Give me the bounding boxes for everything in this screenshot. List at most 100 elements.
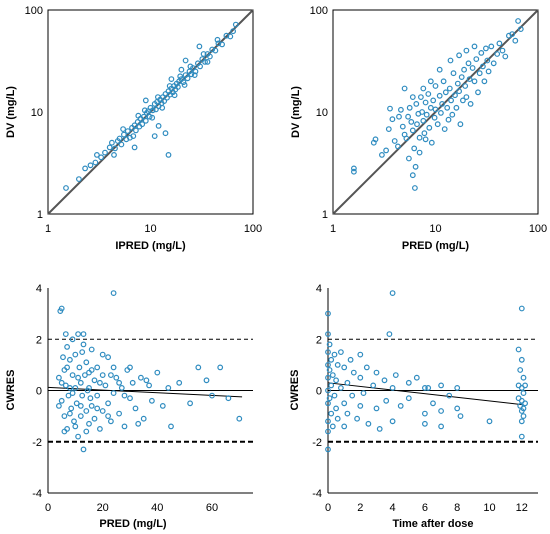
data-point [436, 92, 443, 99]
data-point [341, 400, 348, 407]
data-point [420, 117, 427, 124]
data-point [56, 403, 62, 409]
data-point [116, 135, 123, 142]
data-point [80, 341, 87, 348]
data-point [120, 131, 127, 138]
data-point [440, 78, 447, 85]
data-point [434, 121, 441, 128]
data-point [177, 73, 184, 80]
data-point [460, 97, 466, 104]
data-point [438, 382, 445, 389]
data-point [174, 84, 181, 90]
data-point [334, 415, 341, 422]
data-point [496, 40, 503, 47]
x-axis-label: Time after dose [392, 518, 473, 530]
data-point [438, 109, 444, 116]
data-points [325, 290, 528, 453]
data-point [325, 310, 331, 317]
data-point [419, 109, 426, 115]
plot-frame [47, 9, 254, 215]
data-point [509, 31, 516, 37]
data-point [431, 114, 438, 121]
data-point [494, 51, 501, 57]
data-point [159, 403, 166, 409]
data-point [425, 91, 432, 97]
data-point [454, 385, 461, 391]
data-point [135, 420, 142, 427]
data-point [389, 290, 396, 297]
data-point [161, 98, 168, 104]
data-point [522, 382, 528, 389]
data-point [351, 168, 357, 175]
data-point [76, 364, 83, 371]
data-point [81, 372, 88, 379]
data-point [405, 379, 412, 386]
data-point [111, 151, 117, 158]
data-point [391, 138, 398, 144]
data-point [426, 124, 433, 131]
data-point [457, 121, 464, 128]
data-point [325, 446, 331, 453]
data-point [96, 379, 103, 386]
data-point [91, 377, 98, 384]
data-point [445, 116, 452, 123]
data-point [413, 100, 420, 107]
data-point [406, 104, 413, 111]
x-tick-label: 2 [357, 502, 363, 514]
data-point [107, 418, 114, 425]
data-point [214, 36, 221, 43]
data-point [99, 351, 106, 358]
y-tick-label: -2 [32, 437, 42, 449]
data-point [132, 127, 139, 134]
data-point [140, 415, 147, 422]
data-point [447, 57, 454, 64]
data-point [66, 356, 73, 363]
data-point [360, 390, 367, 397]
x-axis-label: PRED (mg/L) [402, 240, 470, 252]
data-point [143, 377, 150, 384]
data-point [148, 397, 155, 404]
data-point [92, 159, 99, 166]
data-point [105, 413, 111, 420]
data-point [230, 28, 237, 35]
data-point [328, 410, 335, 417]
data-point [448, 97, 455, 104]
x-tick-label: 1 [330, 223, 336, 235]
data-point [94, 405, 101, 412]
data-point [110, 364, 117, 371]
data-point [421, 130, 428, 137]
data-point [80, 446, 87, 453]
data-point [196, 43, 203, 50]
data-point [344, 379, 351, 386]
data-point [438, 408, 445, 414]
data-point [69, 372, 76, 379]
data-point [476, 70, 483, 77]
data-point [164, 94, 170, 101]
data-point [204, 59, 211, 65]
data-point [326, 341, 333, 348]
data-point [325, 400, 331, 407]
panel-dv-vs-pred: 1 10 100 1 10 100 PRED (mg/L) DV (mg/L) [290, 5, 547, 252]
data-point [99, 408, 106, 414]
data-point [425, 385, 432, 391]
data-point [422, 420, 428, 427]
x-tick-labels: 0 20 40 60 [45, 502, 218, 514]
data-point [188, 71, 195, 78]
data-point [66, 385, 73, 391]
data-point [449, 111, 456, 118]
data-point [389, 116, 396, 123]
data-point [113, 374, 120, 381]
data-point [72, 423, 79, 430]
data-point [438, 423, 445, 430]
data-point [181, 82, 188, 88]
y-tick-label: 1 [37, 209, 43, 221]
data-point [325, 362, 331, 368]
data-point [195, 364, 202, 371]
data-point [397, 403, 404, 409]
data-point [488, 43, 495, 50]
data-point [325, 418, 331, 425]
data-point [414, 121, 420, 128]
data-point [331, 392, 338, 399]
data-point [94, 392, 101, 399]
data-point [409, 94, 416, 100]
